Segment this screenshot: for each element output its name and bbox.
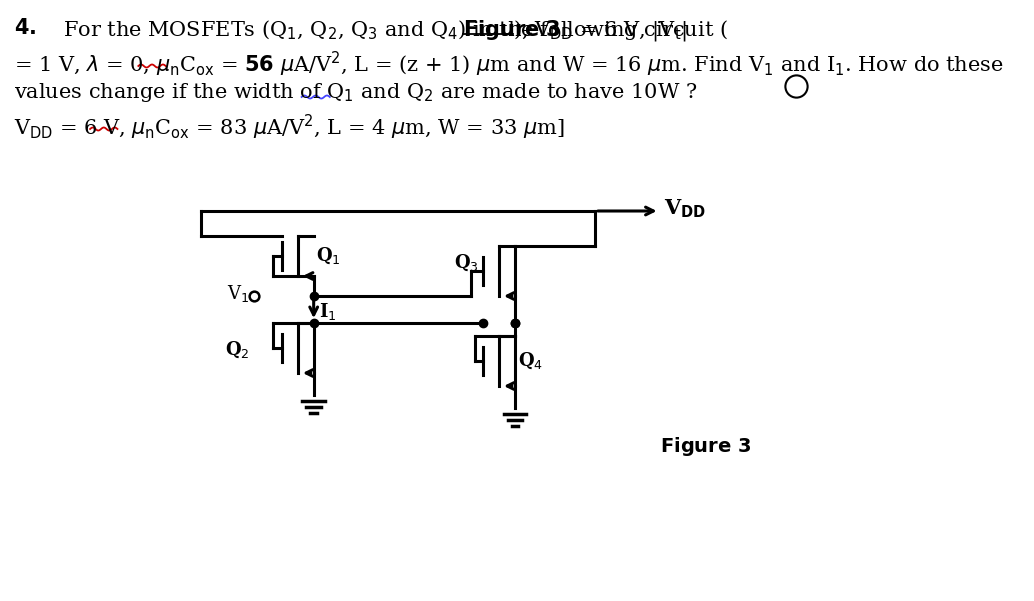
Text: V$_{\mathbf{DD}}$: V$_{\mathbf{DD}}$: [664, 198, 705, 221]
Text: Q$_2$: Q$_2$: [224, 340, 249, 360]
Text: Q$_4$: Q$_4$: [518, 351, 543, 371]
Text: = 1 V, $\lambda$ = 0, $\mu_{\mathrm{n}}$C$_{\mathrm{ox}}$ = $\mathbf{56}$ $\mu$A: = 1 V, $\lambda$ = 0, $\mu_{\mathrm{n}}$…: [14, 50, 1004, 79]
Text: Q$_1$: Q$_1$: [316, 246, 341, 266]
Text: $\mathbf{Figure\ 3}$: $\mathbf{Figure\ 3}$: [463, 18, 560, 42]
Text: $\mathbf{Figure\ 3}$: $\mathbf{Figure\ 3}$: [660, 435, 751, 457]
Text: values change if the width of Q$_1$ and Q$_2$ are made to have 10W ?: values change if the width of Q$_1$ and …: [14, 81, 698, 104]
Text: V$_{\mathrm{DD}}$ = 6 V, $\mu_{\mathrm{n}}$C$_{\mathrm{ox}}$ = 83 $\mu$A/V$^2$, : V$_{\mathrm{DD}}$ = 6 V, $\mu_{\mathrm{n…: [14, 113, 566, 142]
Text: Q$_3$: Q$_3$: [454, 253, 479, 273]
Text: For the MOSFETs (Q$_1$, Q$_2$, Q$_3$ and Q$_4$) in the following circuit (: For the MOSFETs (Q$_1$, Q$_2$, Q$_3$ and…: [63, 18, 728, 42]
Text: I$_1$: I$_1$: [318, 301, 336, 322]
Text: V$_1$: V$_1$: [227, 284, 249, 305]
Text: ), V$_{\mathrm{DD}}$ = 6 V, |V$_{\mathrm{t}}$|: ), V$_{\mathrm{DD}}$ = 6 V, |V$_{\mathrm…: [513, 18, 687, 43]
Text: $\mathbf{4.}$: $\mathbf{4.}$: [14, 18, 37, 38]
